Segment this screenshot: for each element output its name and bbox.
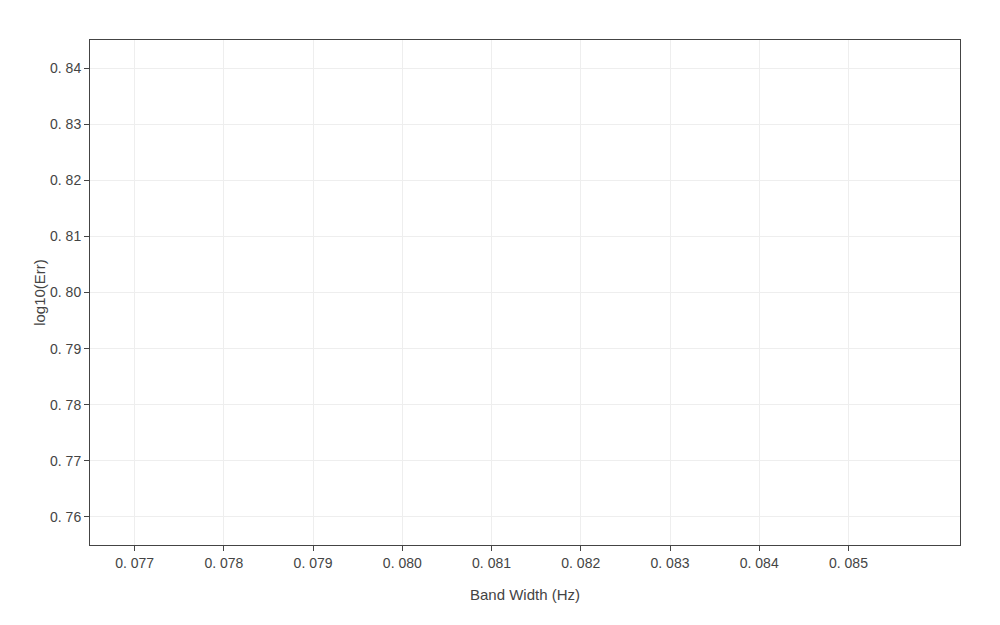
svg-text:0. 77: 0. 77	[50, 453, 81, 469]
svg-text:0. 84: 0. 84	[50, 60, 81, 76]
svg-text:log10(Err): log10(Err)	[31, 259, 48, 326]
svg-text:0. 83: 0. 83	[50, 116, 81, 132]
svg-text:0. 079: 0. 079	[294, 555, 333, 571]
svg-text:0. 080: 0. 080	[383, 555, 422, 571]
svg-text:0. 082: 0. 082	[561, 555, 600, 571]
svg-text:0. 76: 0. 76	[50, 509, 81, 525]
svg-text:Band Width (Hz): Band Width (Hz)	[470, 586, 580, 603]
svg-text:0. 078: 0. 078	[204, 555, 243, 571]
svg-text:0. 81: 0. 81	[50, 228, 81, 244]
svg-text:0. 82: 0. 82	[50, 172, 81, 188]
svg-text:0. 79: 0. 79	[50, 341, 81, 357]
svg-text:0. 085: 0. 085	[829, 555, 868, 571]
svg-text:0. 083: 0. 083	[651, 555, 690, 571]
svg-text:0. 084: 0. 084	[740, 555, 779, 571]
svg-text:0. 077: 0. 077	[115, 555, 154, 571]
svg-text:0. 081: 0. 081	[472, 555, 511, 571]
svg-text:0. 78: 0. 78	[50, 397, 81, 413]
svg-text:0. 80: 0. 80	[50, 284, 81, 300]
